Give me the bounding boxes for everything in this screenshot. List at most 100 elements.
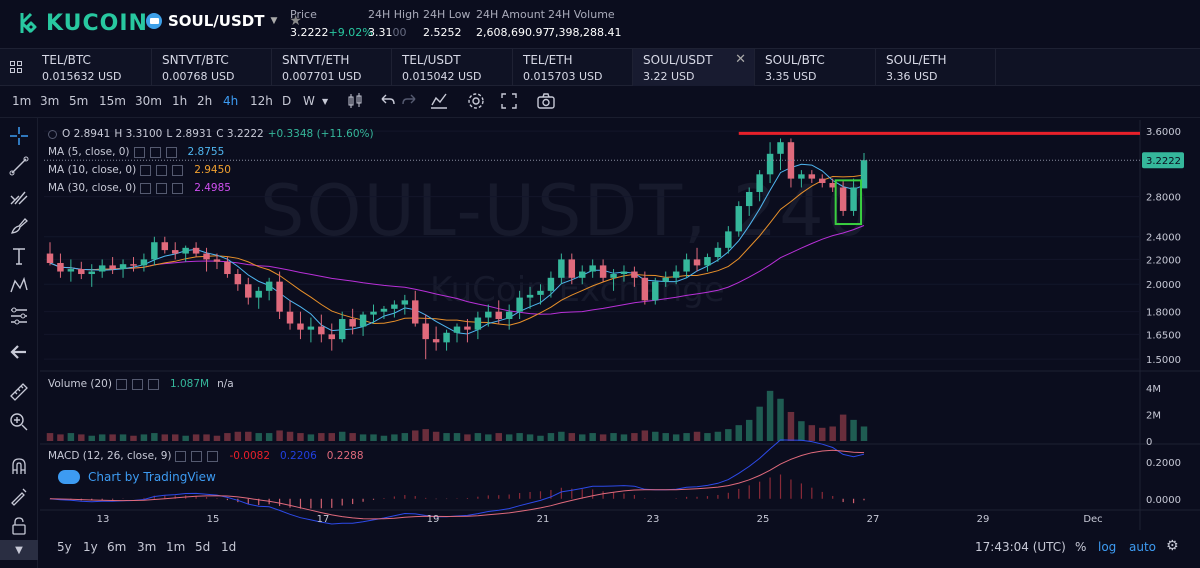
macd-histogram-bar <box>466 497 469 499</box>
timeframe-1h[interactable]: 1h <box>172 94 188 108</box>
magnet-icon[interactable] <box>9 456 29 476</box>
range-1y[interactable]: 1y <box>83 540 98 554</box>
close-icon[interactable] <box>165 146 177 158</box>
close-icon[interactable]: ✕ <box>735 52 746 67</box>
pair-selector[interactable]: SOUL/USDT ▼ ★ <box>146 12 302 30</box>
chart-canvas[interactable]: 3.6000 2.8000 2.4000 2.2000 2.0000 1.8000 1.65… <box>40 120 1200 530</box>
range-3m[interactable]: 3m <box>137 540 157 554</box>
timeframe-3m[interactable]: 3m <box>40 94 60 108</box>
pattern-icon[interactable] <box>9 276 29 296</box>
ma5-legend[interactable]: MA (5, close, 0) 2.8755 <box>48 146 225 158</box>
chevron-down-icon[interactable]: ▼ <box>322 97 329 106</box>
legend-toggle-icon[interactable] <box>48 129 57 139</box>
collapse-toolbar-button[interactable]: ▼ <box>0 540 38 560</box>
volume-bar <box>829 426 836 441</box>
candle-body <box>526 294 534 298</box>
prediction-icon[interactable] <box>9 306 29 326</box>
pair-tab-tel-btc[interactable]: TEL/BTC 0.015632 USD <box>32 49 152 86</box>
pair-tab-tel-usdt[interactable]: TEL/USDT 0.015042 USD <box>392 49 513 86</box>
eye-icon[interactable] <box>115 378 127 390</box>
candle-body <box>57 262 64 272</box>
volume-bar <box>714 431 722 441</box>
utc-clock[interactable]: 17:43:04 (UTC) <box>975 540 1066 554</box>
eye-icon[interactable] <box>175 450 187 462</box>
ma30-legend[interactable]: MA (30, close, 0) 2.4985 <box>48 182 231 194</box>
gear-icon[interactable] <box>149 146 161 158</box>
timeframe-2h[interactable]: 2h <box>197 94 213 108</box>
timeframe-1m[interactable]: 1m <box>12 94 32 108</box>
timeframe-d[interactable]: D <box>282 94 292 108</box>
redo-icon[interactable] <box>401 92 419 110</box>
range-5y[interactable]: 5y <box>57 540 72 554</box>
zoom-in-icon[interactable] <box>9 412 29 432</box>
timeframe-4h[interactable]: 4h <box>223 94 239 108</box>
gear-icon[interactable] <box>156 164 168 176</box>
gear-icon[interactable] <box>131 378 143 390</box>
timeframe-12h[interactable]: 12h <box>250 94 273 108</box>
volume-bar <box>652 431 659 441</box>
volume-bar <box>98 434 106 441</box>
text-icon[interactable] <box>9 246 29 266</box>
chart-area[interactable]: SOUL-USDT, 240 KuCoin Exchange 3.6000 2.8… <box>40 120 1200 568</box>
timeframe-30m[interactable]: 30m <box>135 94 162 108</box>
pair-tab-soul-eth[interactable]: SOUL/ETH 3.36 USD <box>876 49 996 86</box>
range-1d[interactable]: 1d <box>221 540 237 554</box>
trend-line-icon[interactable] <box>9 156 29 176</box>
price-axis-label: 1.5000 <box>1146 355 1181 366</box>
ruler-icon[interactable] <box>9 382 29 402</box>
pitchfork-icon[interactable] <box>9 186 29 206</box>
volume-bar <box>328 433 336 441</box>
kucoin-logo[interactable]: KUCOIN <box>14 10 148 36</box>
timeframe-15m[interactable]: 15m <box>99 94 126 108</box>
pair-tab-soul-btc[interactable]: SOUL/BTC 3.35 USD <box>755 49 876 86</box>
candle-body <box>589 265 596 272</box>
pair-tab-tel-eth[interactable]: TEL/ETH 0.015703 USD <box>513 49 633 86</box>
volume-legend[interactable]: Volume (20) 1.087M n/a <box>48 378 234 390</box>
pair-tab-name: SOUL/USDT <box>643 53 713 67</box>
eye-icon[interactable] <box>140 182 152 194</box>
range-1m[interactable]: 1m <box>166 540 186 554</box>
kucoin-logo-icon <box>20 12 37 34</box>
candle-style-icon[interactable] <box>346 92 364 110</box>
grid-menu-icon[interactable] <box>10 61 22 73</box>
close-icon[interactable] <box>147 378 159 390</box>
pair-tab-sntvt-btc[interactable]: SNTVT/BTC 0.00768 USD <box>152 49 272 86</box>
arrow-left-icon[interactable] <box>9 342 29 362</box>
timeframe-5m[interactable]: 5m <box>69 94 89 108</box>
indicators-icon[interactable] <box>430 92 448 110</box>
lock-drawing-icon[interactable] <box>9 486 29 506</box>
range-6m[interactable]: 6m <box>107 540 127 554</box>
time-axis-label: 15 <box>207 514 220 525</box>
auto-scale-toggle[interactable]: auto <box>1129 540 1157 554</box>
brush-icon[interactable] <box>9 216 29 236</box>
gear-icon[interactable] <box>191 450 203 462</box>
lock-icon[interactable] <box>9 516 29 536</box>
ma10-legend[interactable]: MA (10, close, 0) 2.9450 <box>48 164 231 176</box>
pair-tab-soul-usdt[interactable]: SOUL/USDT 3.22 USD ✕ <box>633 49 755 86</box>
eye-icon[interactable] <box>133 146 145 158</box>
close-icon[interactable] <box>172 182 184 194</box>
undo-icon[interactable] <box>378 92 396 110</box>
close-icon[interactable] <box>207 450 219 462</box>
volume-bar <box>756 406 763 441</box>
volume-bar <box>537 435 544 441</box>
crosshair-icon[interactable] <box>9 126 29 146</box>
gear-icon[interactable] <box>467 92 485 110</box>
macd-legend[interactable]: MACD (12, 26, close, 9) -0.0082 0.2206 0… <box>48 450 364 462</box>
tradingview-badge[interactable]: Chart by TradingView <box>58 470 216 484</box>
gear-icon[interactable] <box>156 182 168 194</box>
range-5d[interactable]: 5d <box>195 540 211 554</box>
log-scale-toggle[interactable]: log <box>1098 540 1117 554</box>
volume-extra: n/a <box>217 378 234 390</box>
pair-tab-sntvt-eth[interactable]: SNTVT/ETH 0.007701 USD <box>272 49 392 86</box>
candle-body <box>672 271 680 278</box>
fullscreen-icon[interactable] <box>500 92 518 110</box>
gear-icon[interactable]: ⚙ <box>1166 538 1179 554</box>
percent-scale-toggle[interactable]: % <box>1075 540 1087 554</box>
eye-icon[interactable] <box>140 164 152 176</box>
candle-body <box>109 265 116 270</box>
favorite-star-icon[interactable]: ★ <box>289 13 302 29</box>
timeframe-w[interactable]: W <box>303 94 315 108</box>
camera-icon[interactable] <box>537 92 555 110</box>
close-icon[interactable] <box>172 164 184 176</box>
